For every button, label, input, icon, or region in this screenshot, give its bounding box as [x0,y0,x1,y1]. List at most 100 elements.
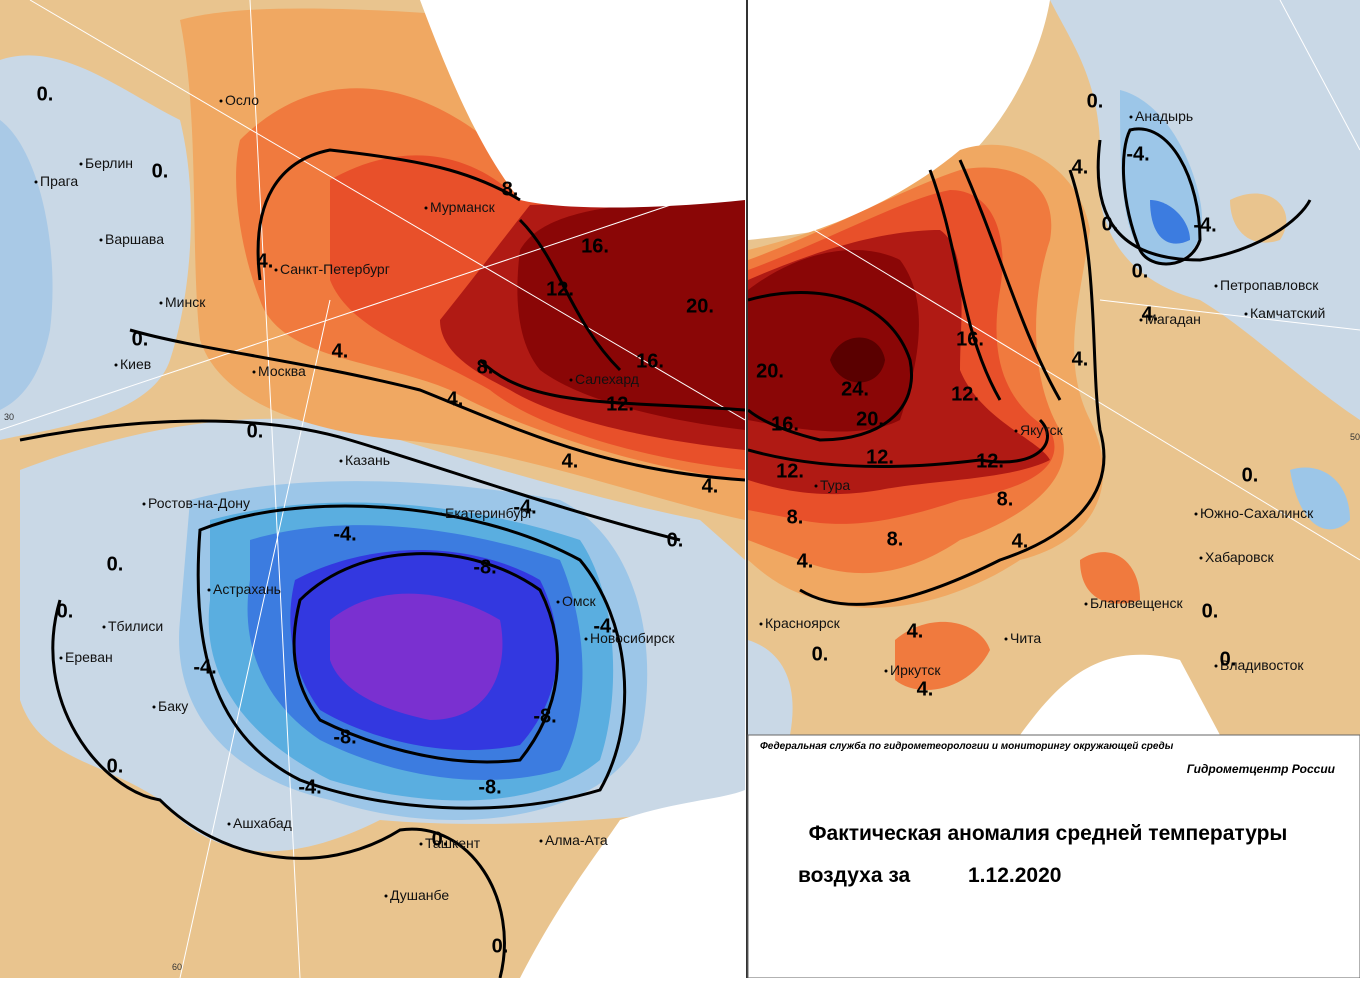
city-label: Мурманск [430,199,496,215]
isoline-label: 12. [951,383,979,405]
isoline-label: 4. [562,450,579,472]
city-dot [159,301,163,305]
isoline-label: 4. [907,620,924,642]
city-dot [384,894,388,898]
city-label: Омск [562,593,597,609]
isoline-label: 12. [866,446,894,468]
city-label: Новосибирск [590,630,675,646]
agency: Федеральная служба по гидрометеорологии … [760,740,1174,752]
center-name: Гидрометцентр России [1187,762,1336,776]
city-label: Магадан [1145,311,1201,327]
isoline-label: 8. [787,506,804,528]
city-label: Благовещенск [1090,595,1184,611]
isoline-label: 0. [1132,260,1149,282]
title-line1: Фактическая аномалия средней температуры [809,822,1288,845]
city-label: Екатеринбург [445,505,533,521]
isoline-label: 20. [756,360,784,382]
city-label: Южно-Сахалинск [1200,505,1314,521]
city-dot [59,656,63,660]
city-label: Душанбе [390,887,449,903]
isoline-label: -4. [193,656,216,678]
isoline-label: -4. [333,523,356,545]
city-dot [884,669,888,673]
city-dot [227,822,231,826]
isoline-label: 4. [1072,156,1089,178]
isoline-label: -8. [473,556,496,578]
city-dot [439,512,443,516]
city-label: Хабаровск [1205,549,1274,565]
isoline-label: 0. [247,420,264,442]
city-dot [79,162,83,166]
city-dot [339,459,343,463]
city-dot [814,484,818,488]
isoline-label: 20. [856,408,884,430]
city-label: Минск [165,294,206,310]
city-dot [207,588,211,592]
isoline-label: 4. [1012,530,1029,552]
city-label: Осло [225,92,259,108]
city-label: Казань [345,452,390,468]
isoline-label: 8. [502,178,519,200]
city-dot [584,637,588,641]
city-label: Салехард [575,371,639,387]
city-label: Якутск [1020,422,1064,438]
city-dot [142,502,146,506]
isoline-label: 0. [152,160,169,182]
isoline-label: 12. [976,450,1004,472]
city-label: Ташкент [425,835,481,851]
city-label: Тбилиси [108,618,163,634]
city-label: Чита [1010,630,1041,646]
city-label: Тура [820,477,850,493]
city-label: Иркутск [890,662,941,678]
isoline-label: -8. [333,726,356,748]
city-label: Владивосток [1220,657,1304,673]
city-dot [556,600,560,604]
isoline-label: 4. [257,250,274,272]
city-dot [1129,115,1133,119]
isoline-label: 4. [1142,303,1159,325]
isoline-label: 4. [332,340,349,362]
city-dot [252,370,256,374]
city-dot [569,378,573,382]
city-label: Ростов-на-Дону [148,495,250,511]
isoline-label: 16. [636,350,664,372]
city-dot [539,839,543,843]
city-dot [274,268,278,272]
city-dot [1244,312,1248,316]
city-dot [34,180,38,184]
city-dot [102,625,106,629]
city-dot [99,238,103,242]
isoline-label: 0. [132,328,149,350]
city-dot [1014,429,1018,433]
isoline-label: 4. [797,550,814,572]
isoline-label: 4. [447,388,464,410]
isoline-label: 8. [997,488,1014,510]
city-label: Петропавловск [1220,277,1319,293]
isoline-label: 24. [841,378,869,400]
isoline-label: 0. [1242,464,1259,486]
city-dot [1214,284,1218,288]
isoline-label: -8. [478,776,501,798]
isoline-label: 16. [581,235,609,257]
isoline-label: 0. [107,553,124,575]
grid-label: 50 [1350,432,1360,442]
city-label: Берлин [85,155,133,171]
isoline-label: 0. [667,529,684,551]
left-map [0,0,745,978]
city-dot [114,363,118,367]
isoline-label: 4. [702,475,719,497]
city-label: Красноярск [765,615,841,631]
isoline-label: 0. [812,643,829,665]
city-dot [1194,512,1198,516]
city-label: Анадырь [1135,108,1193,124]
isoline-label: 4. [917,678,934,700]
isoline-label: 0. [1202,600,1219,622]
isoline-label: 0. [107,755,124,777]
city-dot [1214,664,1218,668]
city-dot [419,842,423,846]
city-label: Москва [258,363,306,379]
isoline-label: -8. [533,705,556,727]
city-dot [1084,602,1088,606]
city-label: Киев [120,356,151,372]
